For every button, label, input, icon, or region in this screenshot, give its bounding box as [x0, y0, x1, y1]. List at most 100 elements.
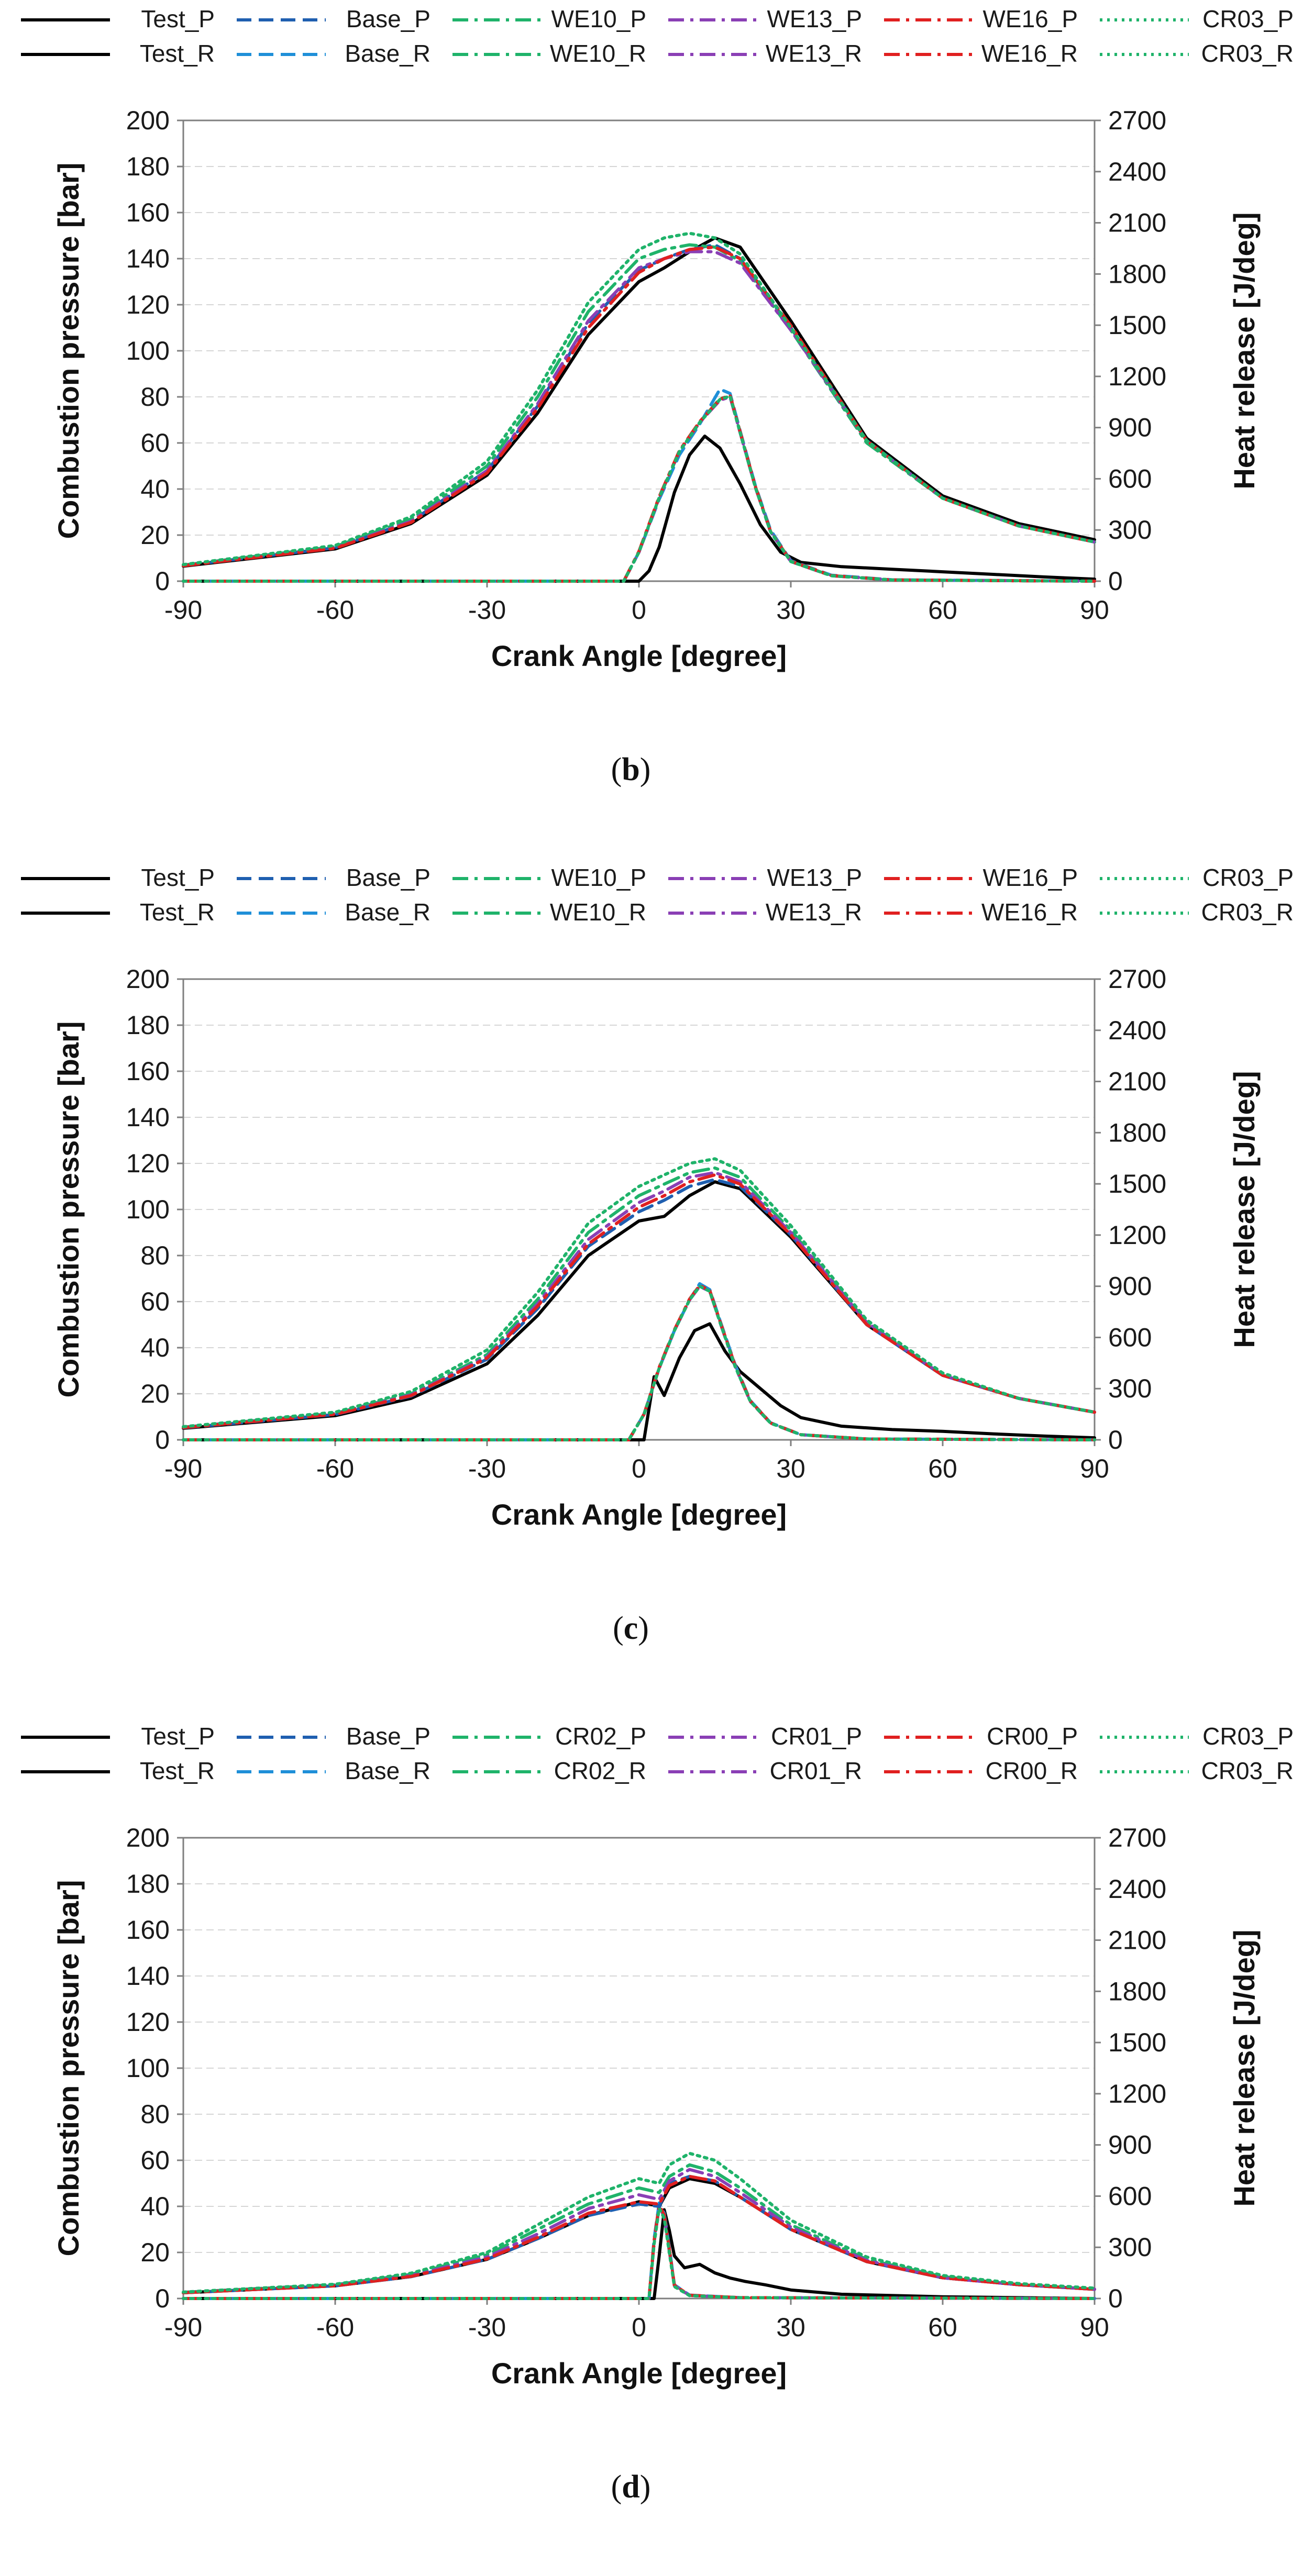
- legend-label: CR03_P: [1202, 1723, 1294, 1750]
- legend-label: Base_R: [345, 1757, 430, 1784]
- y-tick-label: 80: [140, 382, 170, 412]
- heat-release-line-test-r: [182, 2208, 1096, 2300]
- y2-axis-title: Heat release [J/deg]: [1228, 1071, 1261, 1348]
- x-tick-label: 30: [776, 1454, 805, 1483]
- y2-tick-label: 300: [1108, 515, 1152, 545]
- y-tick-label: 180: [126, 1869, 170, 1898]
- legend-item: CR03_R: [1100, 40, 1294, 67]
- y2-tick-label: 900: [1108, 2130, 1152, 2160]
- y2-tick-label: 1200: [1108, 1220, 1166, 1250]
- legend-label: Test_P: [141, 864, 215, 891]
- legend-label: Base_R: [345, 898, 430, 926]
- legend-label: WE10_R: [550, 898, 646, 926]
- legend-item: WE13_P: [668, 5, 862, 32]
- legend: Test_P Base_P CR02_P CR01_P CR00_P CR03_P Test…: [21, 1723, 1294, 1784]
- legend-label: CR03_P: [1202, 5, 1294, 32]
- y2-tick-label: 2400: [1108, 157, 1166, 186]
- panel-caption: (b): [611, 752, 651, 787]
- legend-label: CR03_P: [1202, 864, 1294, 891]
- legend-item: WE16_P: [884, 864, 1078, 891]
- y2-tick-label: 1800: [1108, 1118, 1166, 1147]
- y-tick-label: 200: [126, 1823, 170, 1852]
- legend-item: CR01_R: [668, 1757, 862, 1784]
- y2-tick-label: 1800: [1108, 1977, 1166, 2006]
- x-tick-label: -30: [468, 595, 506, 625]
- y2-tick-label: 300: [1108, 1374, 1152, 1403]
- panel-letter: c: [624, 1611, 638, 1646]
- x-axis-title: Crank Angle [degree]: [491, 2357, 787, 2390]
- legend-item: Base_P: [237, 5, 430, 32]
- legend-item: WE16_P: [884, 5, 1078, 32]
- pressure-line-cr03-p: [182, 231, 1096, 567]
- legend-item: CR01_P: [668, 1723, 862, 1750]
- y-tick-label: 100: [126, 1195, 170, 1224]
- y2-tick-label: 600: [1108, 2181, 1152, 2211]
- pressure-line-test-p: [182, 1180, 1096, 1430]
- legend-item: Test_R: [21, 898, 215, 926]
- y-tick-label: 20: [140, 2238, 170, 2267]
- legend-item: CR03_P: [1100, 1723, 1294, 1750]
- pressure-line-we10-p: [182, 1166, 1096, 1429]
- y2-tick-label: 2400: [1108, 1016, 1166, 1045]
- legend: Test_P Base_P WE10_P WE13_P WE16_P CR03_P Test…: [21, 864, 1294, 926]
- y-tick-label: 180: [126, 1011, 170, 1040]
- x-tick-label: -60: [316, 2313, 354, 2342]
- legend-item: CR02_P: [452, 1723, 646, 1750]
- heat-release-line-test-r: [182, 435, 1096, 583]
- heat-release-line-cr03-r: [182, 2206, 1096, 2300]
- legend-label: CR01_R: [770, 1757, 862, 1784]
- legend-item: WE10_R: [452, 898, 646, 926]
- y-tick-label: 0: [155, 1425, 170, 1454]
- y-tick-label: 80: [140, 1241, 170, 1270]
- gridlines: [183, 979, 1095, 1394]
- y-axis-title: Combustion pressure [bar]: [52, 163, 85, 539]
- y2-tick-label: 900: [1108, 1272, 1152, 1301]
- y2-tick-label: 1800: [1108, 259, 1166, 288]
- x-tick-label: -30: [468, 2313, 506, 2342]
- gridlines: [183, 120, 1095, 536]
- y-tick-label: 120: [126, 2007, 170, 2037]
- pressure-line-we13-p: [182, 250, 1096, 568]
- y-tick-label: 160: [126, 198, 170, 227]
- panel-letter: b: [622, 752, 639, 787]
- y-tick-label: 180: [126, 152, 170, 181]
- legend-label: WE13_P: [767, 864, 862, 891]
- legend-item: Base_R: [237, 898, 430, 926]
- legend-label: WE16_R: [981, 898, 1078, 926]
- gridlines: [183, 1837, 1095, 2253]
- legend-label: WE10_P: [551, 5, 646, 32]
- pressure-line-base-p: [182, 1178, 1096, 1430]
- heat-release-line-cr03-r: [182, 1284, 1096, 1441]
- y2-tick-label: 1500: [1108, 2028, 1166, 2057]
- x-tick-label: 60: [928, 2313, 957, 2342]
- y-tick-label: 200: [126, 964, 170, 994]
- chart-panel-c: Test_P Base_P WE10_P WE13_P WE16_P CR03_P Test…: [0, 859, 1314, 1717]
- legend-label: Base_R: [345, 40, 430, 67]
- y-tick-label: 120: [126, 1149, 170, 1178]
- x-tick-label: -60: [316, 1454, 354, 1483]
- y-tick-label: 140: [126, 1961, 170, 1991]
- panel-caption: (d): [611, 2469, 651, 2505]
- y-tick-label: 40: [140, 474, 170, 504]
- legend-item: WE16_R: [884, 40, 1078, 67]
- pressure-line-we16-p: [182, 246, 1096, 568]
- legend-item: CR03_R: [1100, 898, 1294, 926]
- y-axis-title: Combustion pressure [bar]: [52, 1880, 85, 2257]
- y-tick-label: 140: [126, 1103, 170, 1132]
- legend-label: Base_P: [346, 864, 430, 891]
- y-tick-label: 20: [140, 1379, 170, 1408]
- legend-label: Test_R: [140, 898, 215, 926]
- legend-item: Test_R: [21, 1757, 215, 1784]
- legend-item: Test_R: [21, 40, 215, 67]
- chart-svg-d: Test_P Base_P CR02_P CR01_P CR00_P CR03_P Test…: [21, 1723, 1294, 2505]
- legend-item: Base_R: [237, 40, 430, 67]
- x-tick-label: 30: [776, 2313, 805, 2342]
- legend-item: Base_R: [237, 1757, 430, 1784]
- legend-item: WE16_R: [884, 898, 1078, 926]
- legend-item: WE10_P: [452, 5, 646, 32]
- y2-tick-label: 0: [1108, 567, 1123, 596]
- pressure-line-base-p: [182, 243, 1096, 568]
- panel-caption: (c): [613, 1611, 649, 1646]
- y2-tick-label: 0: [1108, 1425, 1123, 1454]
- legend-label: CR02_P: [555, 1723, 646, 1750]
